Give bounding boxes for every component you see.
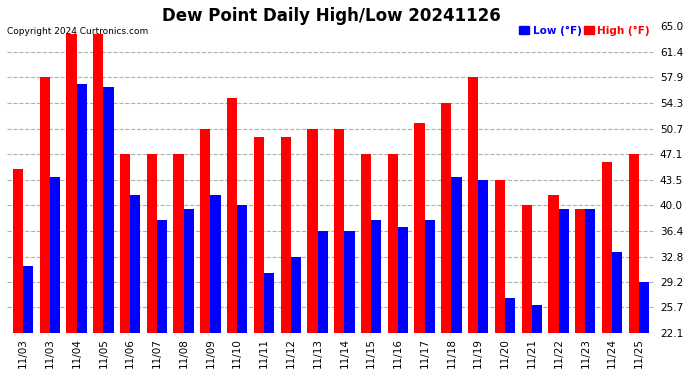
Bar (468, 77, 478, 333)
Bar (585, 209, 595, 333)
Bar (549, 195, 558, 333)
Bar (227, 98, 237, 333)
Bar (334, 129, 344, 333)
Bar (307, 129, 317, 333)
Bar (495, 180, 505, 333)
Text: Copyright 2024 Curtronics.com: Copyright 2024 Curtronics.com (7, 27, 148, 36)
Bar (388, 154, 398, 333)
Bar (371, 219, 382, 333)
Bar (575, 209, 585, 333)
Bar (442, 103, 451, 333)
Bar (451, 177, 462, 333)
Bar (210, 195, 221, 333)
Bar (290, 257, 301, 333)
Bar (522, 205, 532, 333)
Bar (130, 195, 140, 333)
Bar (157, 219, 167, 333)
Bar (23, 266, 33, 333)
Bar (344, 231, 355, 333)
Bar (66, 34, 77, 333)
Bar (120, 154, 130, 333)
Bar (398, 226, 408, 333)
Bar (317, 231, 328, 333)
Bar (629, 154, 639, 333)
Bar (361, 154, 371, 333)
Bar (281, 137, 290, 333)
Bar (602, 162, 612, 333)
Legend: Low (°F), High (°F): Low (°F), High (°F) (519, 26, 650, 36)
Bar (104, 87, 114, 333)
Bar (13, 170, 23, 333)
Bar (264, 273, 274, 333)
Bar (612, 252, 622, 333)
Bar (77, 84, 87, 333)
Bar (639, 282, 649, 333)
Bar (50, 177, 60, 333)
Bar (147, 154, 157, 333)
Bar (532, 305, 542, 333)
Title: Dew Point Daily High/Low 20241126: Dew Point Daily High/Low 20241126 (161, 7, 500, 25)
Bar (93, 34, 104, 333)
Bar (415, 123, 424, 333)
Bar (254, 137, 264, 333)
Bar (173, 154, 184, 333)
Bar (505, 298, 515, 333)
Bar (39, 77, 50, 333)
Bar (424, 219, 435, 333)
Bar (558, 209, 569, 333)
Bar (478, 180, 489, 333)
Bar (237, 205, 248, 333)
Bar (184, 209, 194, 333)
Bar (200, 129, 210, 333)
